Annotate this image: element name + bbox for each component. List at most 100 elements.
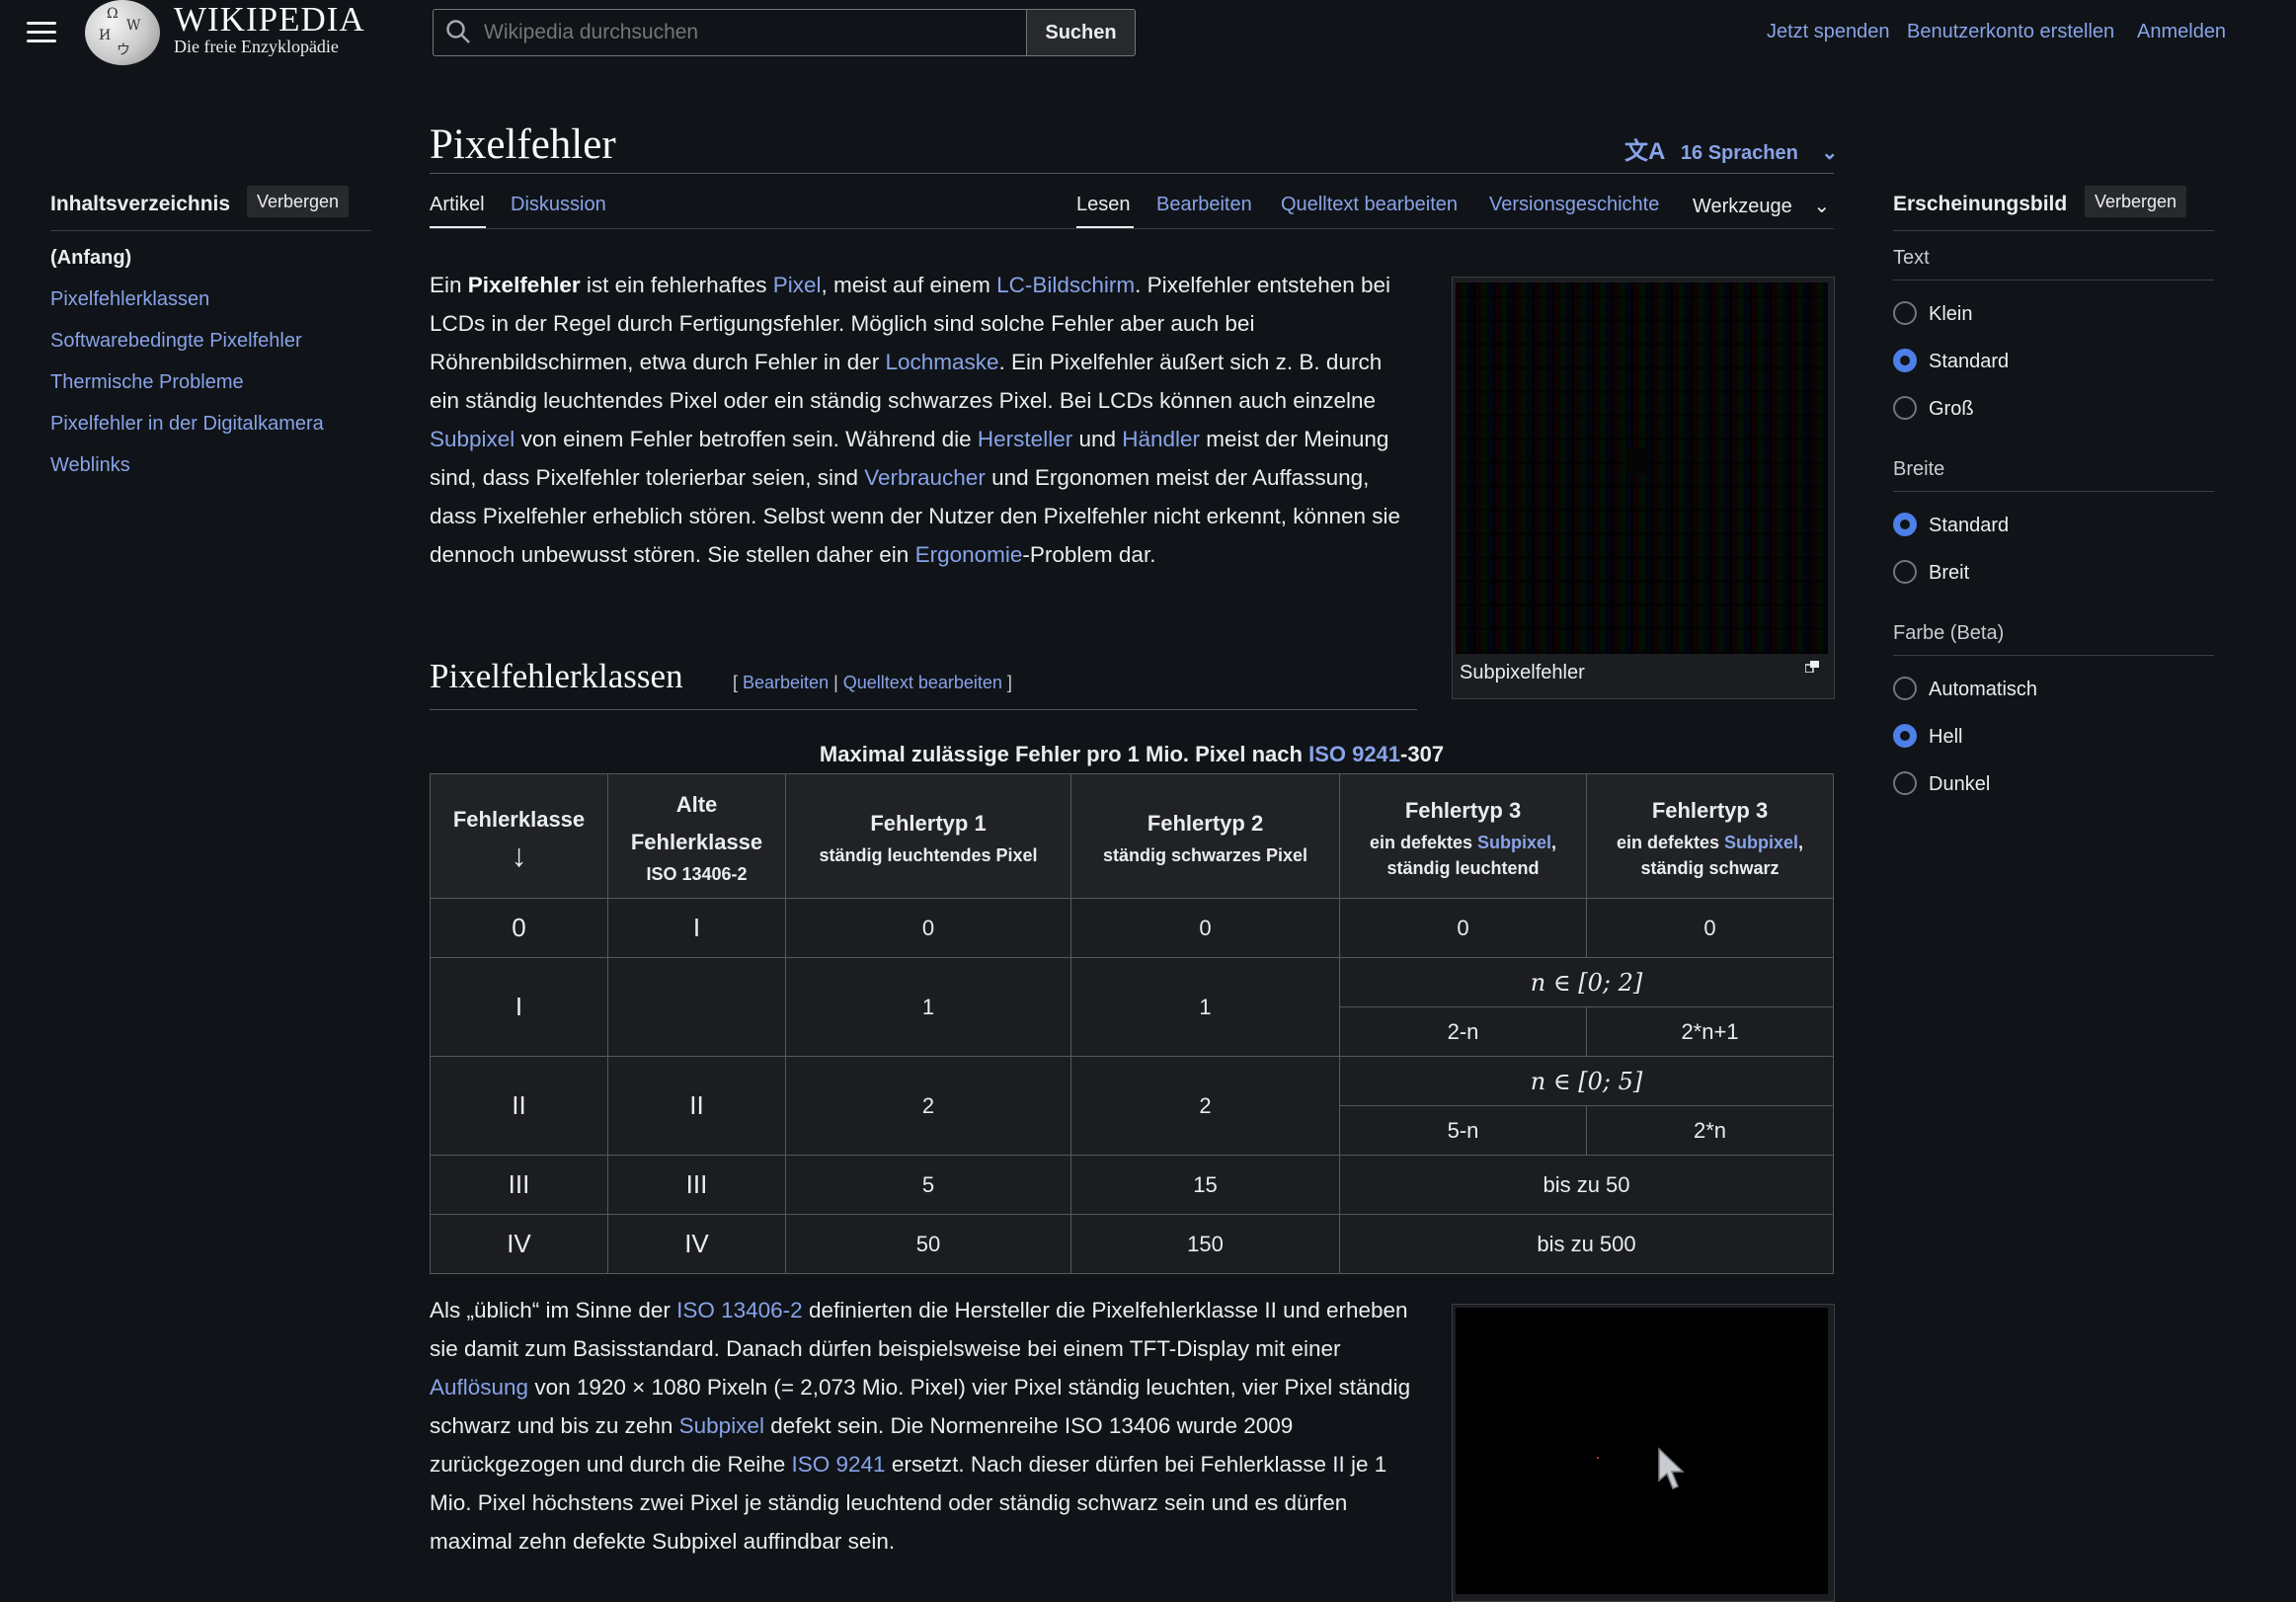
link-lc-bildschirm[interactable]: LC-Bildschirm bbox=[996, 273, 1136, 297]
link-subpixel[interactable]: Subpixel bbox=[430, 427, 515, 451]
table-row: II II 2 2 n ∈ [0; 5] bbox=[430, 1056, 1834, 1156]
tab-lesen[interactable]: Lesen bbox=[1076, 194, 1131, 215]
link-haendler[interactable]: Händler bbox=[1122, 427, 1201, 451]
link-lochmaske[interactable]: Lochmaske bbox=[885, 350, 999, 374]
link-iso-13406-2[interactable]: ISO 13406-2 bbox=[676, 1298, 803, 1322]
main-menu-icon[interactable] bbox=[27, 22, 56, 43]
table-header-row: Fehlerklasse ↓ Alte Fehlerklasse ISO 134… bbox=[430, 773, 1834, 899]
tab-diskussion[interactable]: Diskussion bbox=[511, 194, 606, 215]
tools-label: Werkzeuge bbox=[1693, 196, 1792, 217]
cell-alte: IV bbox=[607, 1214, 786, 1274]
cell-typ1: 0 bbox=[785, 898, 1071, 958]
text: . Ein Pixelfehler äußert sich z. B. durc… bbox=[430, 350, 1383, 413]
search-button[interactable]: Suchen bbox=[1026, 9, 1136, 56]
cell-klasse: III bbox=[430, 1155, 608, 1215]
appearance-hide-button[interactable]: Verbergen bbox=[2085, 186, 2187, 217]
radio-color-automatisch[interactable] bbox=[1893, 677, 1917, 700]
cell-klasse: II bbox=[430, 1056, 608, 1156]
donate-link[interactable]: Jetzt spenden bbox=[1767, 21, 1890, 42]
table-row: 5-n 2*n bbox=[431, 1105, 1834, 1156]
search-input[interactable] bbox=[482, 10, 1024, 55]
cell-typ1: 2 bbox=[785, 1056, 1071, 1156]
toc-hide-button[interactable]: Verbergen bbox=[247, 186, 350, 217]
radio-label-hell[interactable]: Hell bbox=[1929, 726, 1963, 748]
link-iso-9241[interactable]: ISO 9241 bbox=[1308, 742, 1401, 766]
radio-label-breit[interactable]: Breit bbox=[1929, 562, 1970, 584]
header-subtext: ständig leuchtend bbox=[1386, 857, 1540, 878]
section-heading: Pixelfehlerklassen bbox=[430, 657, 683, 695]
radio-width-standard[interactable] bbox=[1893, 513, 1917, 536]
text: ersetzt. Nach dieser dürfen bei Fehlerkl… bbox=[430, 1452, 1387, 1554]
section-edit-link[interactable]: Bearbeiten bbox=[743, 673, 830, 692]
tab-bearbeiten[interactable]: Bearbeiten bbox=[1156, 194, 1252, 215]
tools-menu[interactable]: Werkzeuge ⌄ bbox=[1693, 194, 1830, 218]
enlarge-icon[interactable] bbox=[1805, 661, 1819, 673]
header-fehlerklasse: Fehlerklasse ↓ bbox=[430, 773, 608, 899]
section-edit-source-link[interactable]: Quelltext bearbeiten bbox=[842, 673, 1002, 692]
radio-text-klein[interactable] bbox=[1893, 301, 1917, 325]
cell-klasse: 0 bbox=[430, 898, 608, 958]
link-iso-9241[interactable]: ISO 9241 bbox=[791, 1452, 886, 1477]
link-aufloesung[interactable]: Auflösung bbox=[430, 1375, 529, 1400]
radio-width-breit[interactable] bbox=[1893, 560, 1917, 584]
text: Ein bbox=[430, 273, 468, 297]
language-button[interactable]: 文A 16 Sprachen ⌄ bbox=[1624, 131, 1838, 166]
cell-alte: III bbox=[607, 1155, 786, 1215]
toc-item-weblinks[interactable]: Weblinks bbox=[50, 454, 130, 476]
section-divider bbox=[430, 709, 1417, 710]
radio-text-gross[interactable] bbox=[1893, 396, 1917, 420]
cell-typ2: 0 bbox=[1070, 898, 1340, 958]
radio-text-standard[interactable] bbox=[1893, 349, 1917, 372]
language-count: 16 Sprachen bbox=[1680, 142, 1798, 164]
bracket: [ bbox=[733, 673, 744, 692]
toc-item-thermische[interactable]: Thermische Probleme bbox=[50, 371, 244, 393]
header-subtext: ein defektes Subpixel, bbox=[1593, 830, 1827, 855]
table-row: IV IV 50 150 bis zu 500 bbox=[430, 1214, 1834, 1274]
radio-color-dunkel[interactable] bbox=[1893, 771, 1917, 795]
link-pixel[interactable]: Pixel bbox=[772, 273, 822, 297]
radio-color-hell[interactable] bbox=[1893, 724, 1917, 748]
width-group-label: Breite bbox=[1893, 458, 1945, 480]
link-subpixel[interactable]: Subpixel bbox=[1477, 832, 1552, 852]
dead-pixel-image[interactable] bbox=[1456, 1308, 1828, 1594]
link-subpixel[interactable]: Subpixel bbox=[1724, 832, 1799, 852]
radio-label-standard[interactable]: Standard bbox=[1929, 351, 2010, 372]
cell-math-range: n ∈ [0; 2] bbox=[1339, 957, 1834, 1007]
text: von 1920 × 1080 Pixeln (= 2,073 Mio. Pix… bbox=[430, 1375, 1411, 1438]
tab-versionsgeschichte[interactable]: Versionsgeschichte bbox=[1489, 194, 1660, 215]
radio-label-dunkel[interactable]: Dunkel bbox=[1929, 773, 1991, 795]
tab-artikel[interactable]: Artikel bbox=[430, 194, 485, 215]
toc-item-softwarebedingte[interactable]: Softwarebedingte Pixelfehler bbox=[50, 330, 302, 352]
radio-label-klein[interactable]: Klein bbox=[1929, 303, 1973, 325]
tab-quelltext-bearbeiten[interactable]: Quelltext bearbeiten bbox=[1281, 194, 1459, 215]
link-ergonomie[interactable]: Ergonomie bbox=[914, 542, 1023, 567]
link-subpixel[interactable]: Subpixel bbox=[678, 1413, 764, 1438]
text: -Problem dar. bbox=[1022, 542, 1156, 567]
appearance-divider bbox=[1893, 230, 2214, 231]
radio-label-width-standard[interactable]: Standard bbox=[1929, 515, 2010, 536]
tab-lesen-underline bbox=[1076, 226, 1134, 229]
toc-item-pixelfehlerklassen[interactable]: Pixelfehlerklassen bbox=[50, 288, 210, 310]
toc-title: Inhaltsverzeichnis bbox=[50, 193, 231, 215]
text: Als „üblich“ im Sinne der bbox=[430, 1298, 677, 1322]
login-link[interactable]: Anmelden bbox=[2137, 21, 2227, 42]
radio-label-gross[interactable]: Groß bbox=[1929, 398, 1974, 420]
toc-item-start[interactable]: (Anfang) bbox=[50, 247, 132, 269]
header-subtext-part: , bbox=[1551, 832, 1557, 852]
radio-label-automatisch[interactable]: Automatisch bbox=[1929, 679, 2038, 700]
link-hersteller[interactable]: Hersteller bbox=[977, 427, 1073, 451]
cell-typ3a: 2-n bbox=[1339, 1006, 1587, 1057]
toc-item-digitalkamera[interactable]: Pixelfehler in der Digitalkamera bbox=[50, 413, 324, 435]
paragraph-basisstandard: Als „üblich“ im Sinne der ISO 13406-2 de… bbox=[430, 1291, 1417, 1561]
header-text: Fehlerklasse bbox=[452, 806, 586, 832]
figure-caption: Subpixelfehler bbox=[1460, 662, 1585, 683]
wikipedia-globe-logo[interactable]: Ω W И ウ bbox=[85, 0, 160, 65]
cell-alte bbox=[607, 957, 786, 1057]
header-text: Alte Fehlerklasse bbox=[630, 791, 763, 854]
title-divider bbox=[430, 173, 1834, 174]
create-account-link[interactable]: Benutzerkonto erstellen bbox=[1907, 21, 2115, 42]
link-verbraucher[interactable]: Verbraucher bbox=[864, 465, 986, 490]
subpixel-image[interactable] bbox=[1456, 282, 1828, 654]
wikipedia-wordmark[interactable]: WIKIPEDIA bbox=[174, 0, 365, 39]
text: und bbox=[1072, 427, 1123, 451]
